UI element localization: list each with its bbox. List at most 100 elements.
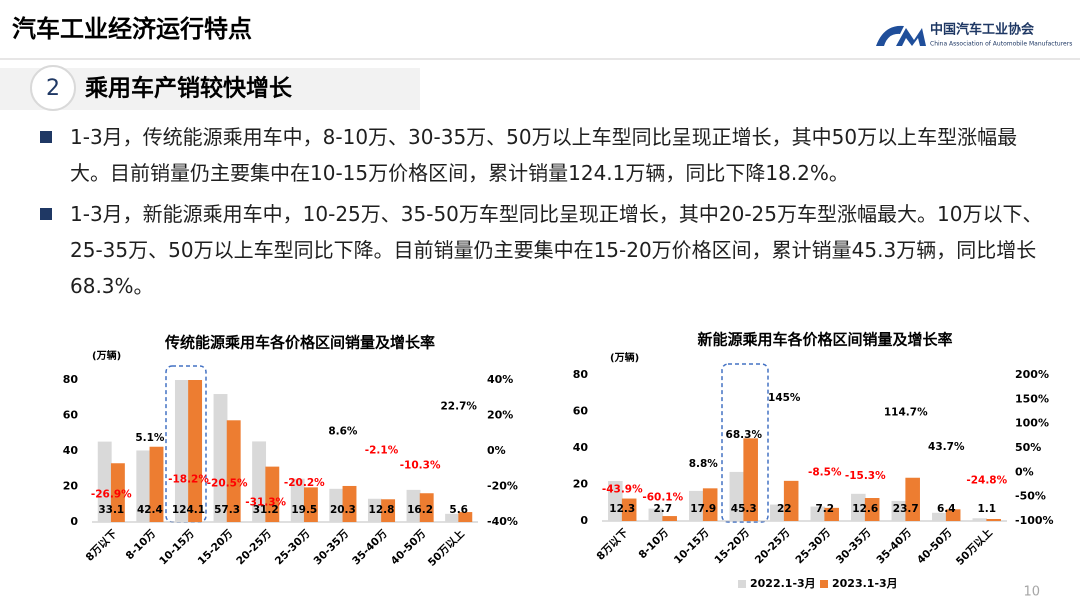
growth-label: 8.8% — [689, 458, 719, 470]
y-tick-label: 0 — [580, 514, 588, 527]
y2-tick-label: 200% — [1015, 368, 1049, 381]
x-tick-label: 40-50万 — [389, 527, 429, 567]
bar — [265, 466, 280, 522]
bar — [783, 480, 799, 521]
x-tick-label: 8-10万 — [636, 526, 671, 561]
logo-mark — [876, 25, 926, 46]
bar — [608, 481, 623, 521]
section-title: 乘用车产销较快增长 — [84, 75, 293, 102]
bar — [290, 478, 305, 522]
y-tick-label: 80 — [63, 373, 79, 386]
growth-label: -10.3% — [400, 459, 441, 471]
bar-value-label: 12.3 — [609, 503, 635, 515]
y-unit: (万辆) — [610, 351, 639, 364]
growth-label: -18.2% — [168, 473, 209, 485]
bar-value-label: 2.7 — [653, 503, 672, 515]
y2-tick-label: 50% — [1015, 441, 1041, 454]
bar — [810, 506, 826, 521]
x-tick-label: 30-35万 — [834, 526, 874, 566]
bar — [743, 438, 758, 521]
bar — [226, 420, 241, 522]
x-tick-label: 50万以上 — [953, 526, 995, 568]
bar — [702, 488, 718, 521]
x-tick-label: 10-15万 — [672, 526, 712, 566]
chart-title: 新能源乘用车各价格区间销量及增长率 — [697, 331, 952, 349]
y-tick-label: 0 — [70, 515, 78, 528]
y2-tick-label: -20% — [487, 480, 518, 493]
bar — [252, 441, 267, 522]
legend-label: 2023.1-3月 — [832, 577, 898, 590]
y-tick-label: 60 — [63, 409, 79, 422]
bar-value-label: 5.6 — [449, 504, 468, 516]
bar-value-label: 1.1 — [977, 503, 996, 515]
x-tick-label: 20-25万 — [234, 527, 274, 567]
legend-swatch — [738, 580, 746, 588]
y-tick-label: 40 — [63, 444, 79, 457]
bar — [662, 516, 677, 521]
x-tick-label: 30-35万 — [311, 527, 351, 567]
growth-label: -15.3% — [845, 470, 886, 482]
bar-value-label: 31.2 — [253, 504, 279, 516]
x-tick-label: 8-10万 — [124, 527, 159, 562]
y-tick-label: 20 — [573, 478, 589, 491]
bar — [381, 499, 396, 522]
bar — [303, 487, 318, 522]
growth-label: -24.8% — [966, 474, 1007, 486]
bar — [213, 394, 228, 522]
bar — [972, 518, 988, 521]
bar — [406, 489, 421, 522]
bar-value-label: 124.1 — [172, 504, 205, 516]
x-tick-label: 15-20万 — [196, 527, 236, 567]
growth-label: 68.3% — [726, 429, 763, 441]
bar-value-label: 57.3 — [214, 504, 240, 516]
y2-tick-label: -40% — [487, 515, 518, 528]
legend-swatch — [820, 580, 828, 588]
growth-label: -20.2% — [284, 477, 325, 489]
header-rule — [0, 58, 1080, 60]
y2-tick-label: 100% — [1015, 417, 1049, 430]
growth-label: 5.1% — [135, 432, 165, 444]
bar — [986, 518, 1001, 521]
bar — [824, 507, 839, 521]
x-tick-label: 15-20万 — [712, 526, 752, 566]
growth-label: -43.9% — [602, 484, 643, 496]
x-tick-label: 20-25万 — [753, 526, 793, 566]
bar — [342, 485, 357, 522]
growth-label: -31.3% — [245, 497, 286, 509]
bar-value-label: 12.6 — [852, 503, 878, 515]
x-tick-label: 40-50万 — [915, 526, 955, 566]
y2-tick-label: -100% — [1015, 514, 1054, 527]
bullet-text: 1-3月，传统能源乘用车中，8-10万、30-35万、50万以上车型同比呈现正增… — [70, 125, 1018, 185]
bar-value-label: 6.4 — [937, 503, 956, 515]
growth-label: 114.7% — [884, 407, 928, 419]
bar — [188, 380, 203, 522]
bullet-text: 1-3月，新能源乘用车中，10-25万、35-50万车型同比呈现正增长，其中20… — [70, 202, 1043, 298]
bar-value-label: 19.5 — [291, 504, 317, 516]
bar-value-label: 23.7 — [893, 503, 919, 515]
bar — [97, 441, 112, 522]
bar — [945, 509, 961, 521]
growth-label: -20.5% — [207, 477, 248, 489]
growth-label: 22.7% — [440, 401, 477, 413]
legend-label: 2022.1-3月 — [750, 577, 816, 590]
bar — [419, 493, 434, 522]
x-tick-label: 8万以下 — [595, 526, 631, 562]
bar-value-label: 16.2 — [407, 504, 433, 516]
y-unit: (万辆) — [92, 349, 121, 362]
growth-label: -2.1% — [365, 445, 399, 457]
y-tick-label: 80 — [573, 368, 589, 381]
bar — [891, 500, 907, 521]
org-name: 中国汽车工业协会 — [930, 22, 1035, 38]
bar — [149, 446, 164, 522]
bar — [864, 498, 880, 521]
org-name-en: China Association of Automobile Manufact… — [930, 41, 1072, 48]
bar-value-label: 22 — [777, 503, 792, 515]
growth-label: -26.9% — [91, 489, 132, 501]
bar — [648, 508, 664, 521]
growth-label: -60.1% — [642, 492, 683, 504]
bar — [729, 471, 745, 521]
x-tick-label: 8万以下 — [84, 527, 120, 563]
growth-label: -8.5% — [808, 466, 842, 478]
